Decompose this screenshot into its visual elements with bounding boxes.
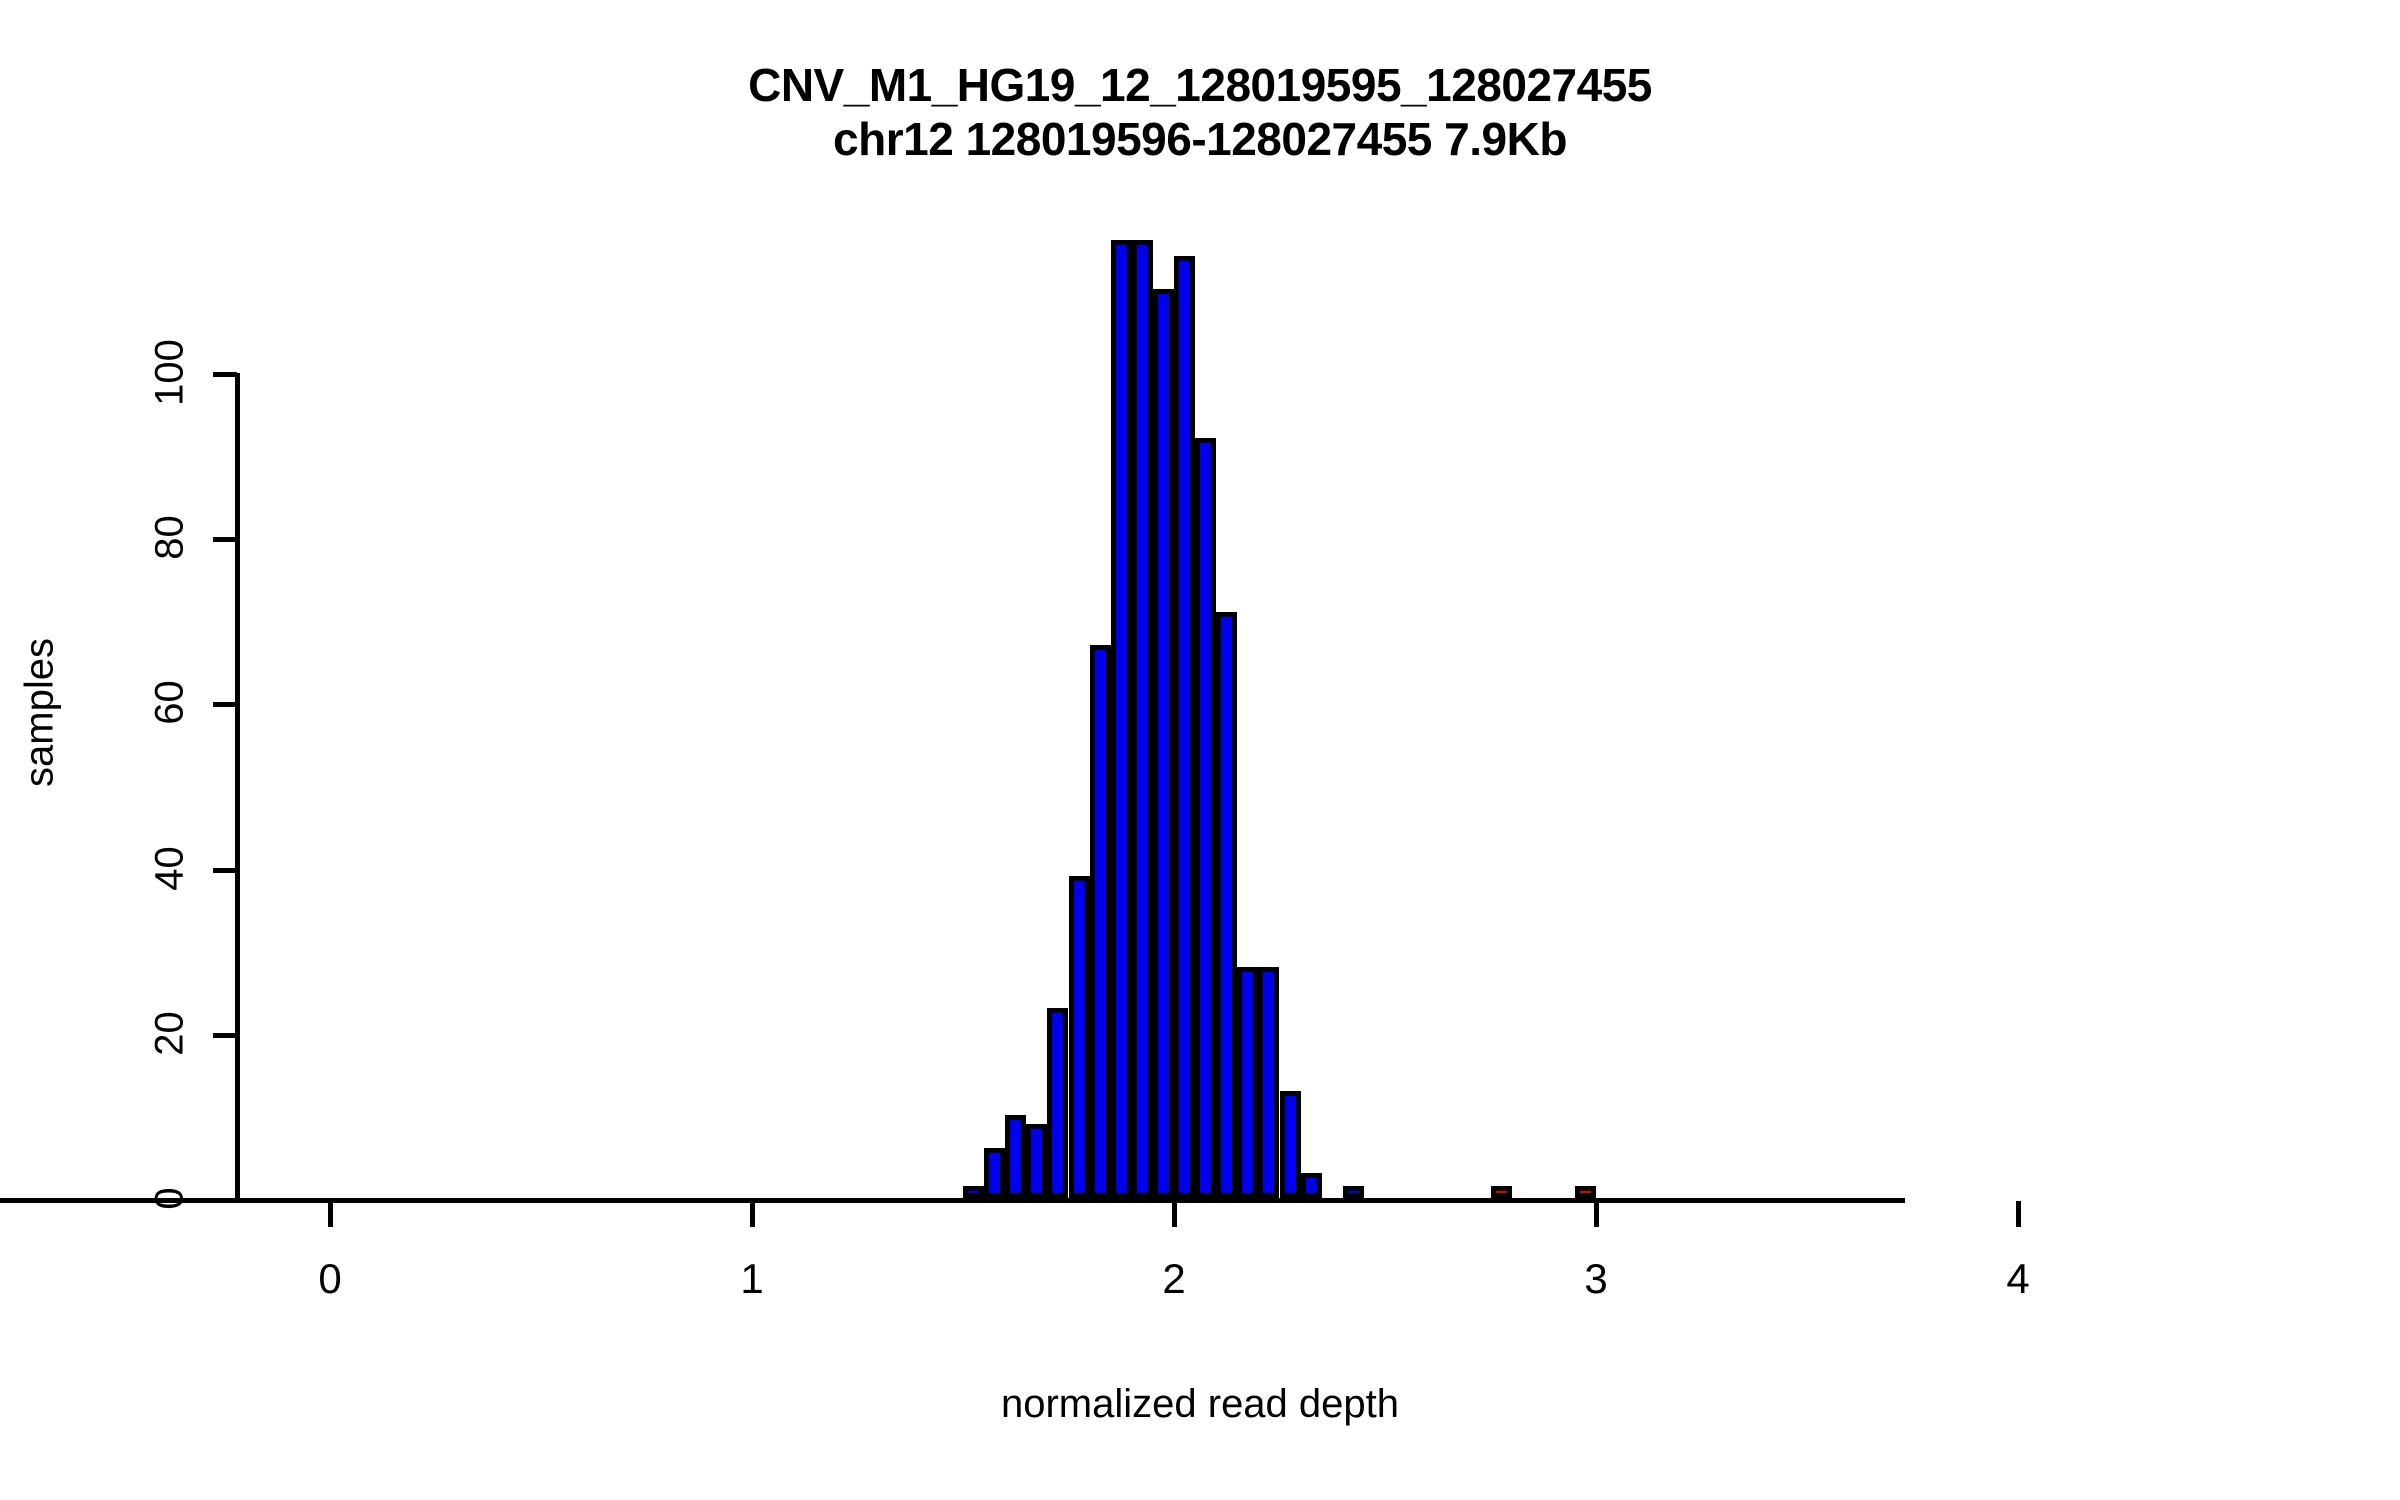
y-axis-tick: [213, 1198, 237, 1203]
y-axis-line: [235, 373, 240, 1203]
y-axis-tick: [213, 867, 237, 873]
x-axis-tick: [328, 1201, 333, 1227]
x-axis-line: [0, 1198, 1905, 1203]
y-axis-tick: [213, 372, 237, 377]
histogram-bar: [1490, 1186, 1512, 1198]
y-axis-tick: [213, 702, 237, 708]
histogram-bar: [1131, 239, 1153, 1198]
histogram-bar: [1005, 1115, 1027, 1198]
histogram-bar: [1300, 1173, 1322, 1198]
chart-title-line-1: CNV_M1_HG19_12_128019595_128027455: [748, 59, 1652, 111]
chart-title-line-2: chr12 128019596-128027455 7.9Kb: [833, 113, 1567, 166]
histogram-bar: [1195, 438, 1217, 1198]
histogram-bar: [1258, 966, 1280, 1198]
x-axis-tick-label: 2: [1162, 1255, 1186, 1302]
histogram-bar: [1237, 966, 1259, 1198]
histogram-bar: [963, 1186, 985, 1198]
histogram-bar: [1216, 611, 1238, 1198]
x-axis-title: normalized read depth: [1000, 1382, 1400, 1426]
y-axis-tick: [213, 1032, 237, 1038]
histogram-bar: [1574, 1186, 1596, 1198]
x-axis-tick: [750, 1201, 755, 1227]
histogram-bar: [1174, 256, 1196, 1198]
histogram-bar: [1026, 1123, 1048, 1198]
histogram-bars: [963, 239, 1596, 1198]
x-axis-tick: [2016, 1201, 2021, 1227]
x-axis-tick-label: 3: [1584, 1255, 1608, 1302]
y-axis-tick: [213, 537, 237, 543]
histogram-bar: [984, 1148, 1006, 1198]
x-axis-tick-label: 1: [740, 1255, 764, 1302]
chart-title: CNV_M1_HG19_12_128019595_128027455 chr12…: [0, 58, 2400, 167]
x-axis-tick: [1172, 1201, 1177, 1227]
histogram-bar: [1068, 875, 1090, 1198]
x-axis-tick-label: 0: [318, 1255, 342, 1302]
histogram-bar: [1152, 289, 1174, 1198]
histogram-bar: [1089, 644, 1111, 1198]
x-axis-tick-label: 4: [2006, 1255, 2030, 1302]
x-axis-tick: [1594, 1201, 1599, 1227]
histogram-bar: [1342, 1186, 1364, 1198]
histogram-bar: [1047, 1008, 1069, 1198]
histogram-bar: [1279, 1090, 1301, 1198]
histogram-bar: [1110, 239, 1132, 1198]
